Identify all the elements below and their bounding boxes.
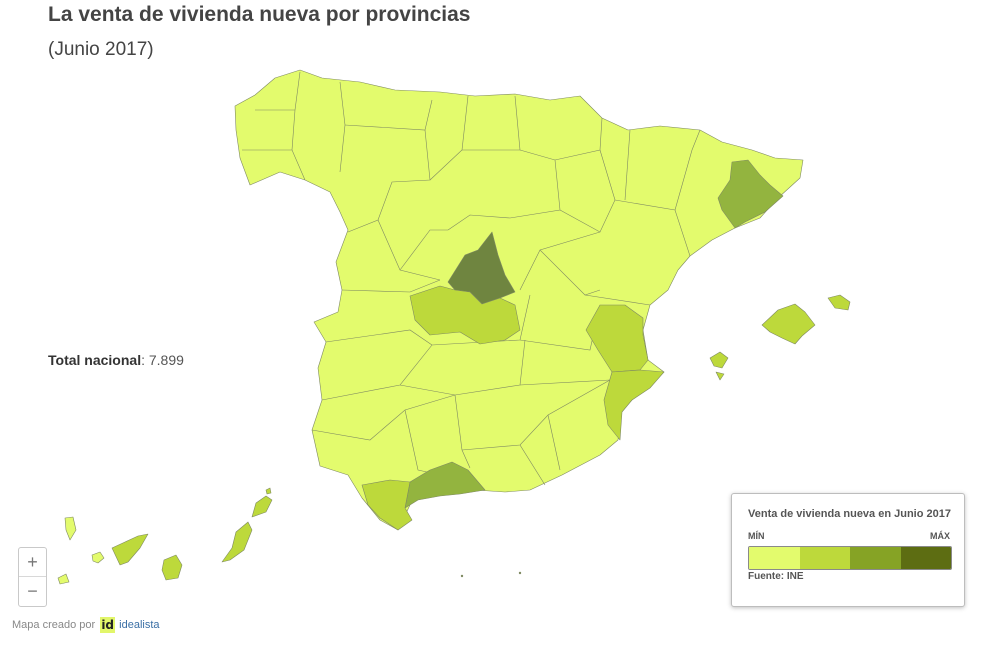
legend-max-label: MÁX: [930, 531, 950, 541]
total-value: : 7.899: [141, 352, 184, 368]
island-ibiza[interactable]: [709, 351, 729, 369]
credit-text: Mapa creado por: [12, 619, 96, 631]
province-barcelona[interactable]: [717, 159, 784, 229]
legend-swatch-3: [850, 547, 901, 569]
province-valencia[interactable]: [585, 304, 649, 373]
legend-swatch-4: [900, 547, 951, 569]
island-tenerife[interactable]: [111, 533, 149, 566]
map-credit: Mapa creado por id idealista: [12, 617, 160, 633]
map-legend: Venta de vivienda nueva en Junio 2017 MÍ…: [731, 493, 965, 607]
zoom-control: + −: [18, 547, 47, 607]
zoom-in-button[interactable]: +: [27, 552, 38, 572]
island-la-gomera[interactable]: [91, 551, 105, 564]
island-la-palma[interactable]: [64, 516, 77, 541]
total-label: Total nacional: [48, 352, 142, 368]
island-mallorca[interactable]: [761, 303, 816, 345]
legend-swatch-1: [749, 547, 800, 569]
total-nacional: Total nacional: 7.899: [48, 352, 184, 368]
province-toledo[interactable]: [409, 285, 521, 345]
province-cadiz[interactable]: [361, 479, 413, 531]
province-alicante[interactable]: [603, 369, 665, 441]
island-graciosa[interactable]: [265, 487, 272, 495]
island-formentera[interactable]: [715, 371, 725, 381]
legend-source: Fuente: INE: [748, 571, 804, 582]
island-gran-canaria[interactable]: [161, 554, 183, 581]
province-malaga[interactable]: [404, 461, 486, 509]
idealista-link[interactable]: idealista: [119, 619, 160, 631]
idealista-logo-icon[interactable]: id: [100, 617, 116, 633]
legend-color-scale: [748, 546, 952, 570]
legend-min-label: MÍN: [748, 531, 765, 541]
legend-title: Venta de vivienda nueva en Junio 2017: [748, 508, 951, 520]
page-title: La venta de vivienda nueva por provincia…: [48, 3, 471, 26]
melilla-marker: [518, 571, 522, 575]
island-menorca[interactable]: [827, 294, 851, 311]
island-el-hierro[interactable]: [57, 573, 70, 585]
ceuta-marker: [460, 574, 464, 578]
province-borders: [242, 71, 701, 486]
legend-swatch-2: [799, 547, 850, 569]
island-lanzarote[interactable]: [251, 495, 273, 518]
zoom-out-button[interactable]: −: [19, 576, 46, 605]
page-subtitle: (Junio 2017): [48, 39, 154, 60]
island-fuerteventura[interactable]: [221, 521, 253, 563]
